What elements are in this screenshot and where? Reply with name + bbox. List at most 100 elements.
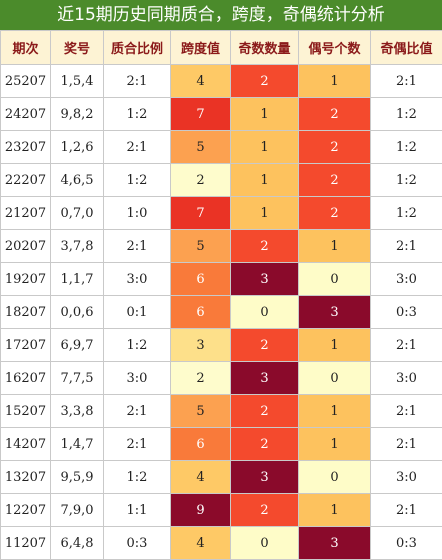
cell: 1 xyxy=(299,494,371,527)
cell: 3 xyxy=(299,527,371,560)
cell: 1:2 xyxy=(371,131,442,164)
cell: 6 xyxy=(171,428,231,461)
cell: 11207 xyxy=(1,527,51,560)
cell: 7 xyxy=(171,98,231,131)
cell: 3:0 xyxy=(371,461,442,494)
cell: 1 xyxy=(299,329,371,362)
cell: 0,7,0 xyxy=(51,197,104,230)
column-header: 奇偶比值 xyxy=(371,31,442,65)
cell: 2 xyxy=(231,428,299,461)
cell: 2 xyxy=(171,164,231,197)
cell: 7 xyxy=(171,197,231,230)
cell: 3 xyxy=(231,263,299,296)
cell: 2 xyxy=(299,197,371,230)
cell: 3 xyxy=(299,296,371,329)
cell: 0 xyxy=(299,263,371,296)
cell: 0:3 xyxy=(104,527,171,560)
cell: 0 xyxy=(231,527,299,560)
cell: 2:1 xyxy=(371,428,442,461)
cell: 2 xyxy=(299,164,371,197)
cell: 2 xyxy=(231,395,299,428)
cell: 4 xyxy=(171,461,231,494)
cell: 2:1 xyxy=(104,428,171,461)
cell: 2 xyxy=(231,230,299,263)
cell: 7,7,5 xyxy=(51,362,104,395)
cell: 21207 xyxy=(1,197,51,230)
cell: 1 xyxy=(231,131,299,164)
cell: 2 xyxy=(171,362,231,395)
cell: 14207 xyxy=(1,428,51,461)
cell: 22207 xyxy=(1,164,51,197)
cell: 2:1 xyxy=(104,65,171,98)
cell: 4 xyxy=(171,65,231,98)
cell: 1:2 xyxy=(104,98,171,131)
cell: 9 xyxy=(171,494,231,527)
cell: 1:0 xyxy=(104,197,171,230)
column-header: 偶号个数 xyxy=(299,31,371,65)
cell: 5 xyxy=(171,131,231,164)
cell: 2:1 xyxy=(371,65,442,98)
cell: 1 xyxy=(299,428,371,461)
cell: 1,1,7 xyxy=(51,263,104,296)
cell: 23207 xyxy=(1,131,51,164)
cell: 2 xyxy=(231,494,299,527)
cell: 2:1 xyxy=(104,131,171,164)
cell: 1:2 xyxy=(371,98,442,131)
cell: 3:0 xyxy=(371,362,442,395)
cell: 0,0,6 xyxy=(51,296,104,329)
cell: 0:1 xyxy=(104,296,171,329)
cell: 4,6,5 xyxy=(51,164,104,197)
cell: 1:2 xyxy=(371,197,442,230)
cell: 6,4,8 xyxy=(51,527,104,560)
cell: 1,4,7 xyxy=(51,428,104,461)
cell: 1:1 xyxy=(104,494,171,527)
column-header: 奖号 xyxy=(51,31,104,65)
cell: 12207 xyxy=(1,494,51,527)
cell: 1 xyxy=(299,230,371,263)
cell: 5 xyxy=(171,395,231,428)
cell: 1 xyxy=(231,197,299,230)
header-row: 期次奖号质合比例跨度值奇数数量偶号个数奇偶比值 xyxy=(1,31,442,65)
cell: 3:0 xyxy=(104,263,171,296)
cell: 1 xyxy=(231,164,299,197)
cell: 2:1 xyxy=(104,230,171,263)
cell: 1:2 xyxy=(371,164,442,197)
cell: 1,2,6 xyxy=(51,131,104,164)
cell: 1 xyxy=(299,395,371,428)
cell: 18207 xyxy=(1,296,51,329)
cell: 0 xyxy=(299,362,371,395)
cell: 0 xyxy=(299,461,371,494)
cell: 2:1 xyxy=(371,494,442,527)
cell: 1:2 xyxy=(104,164,171,197)
column-header: 跨度值 xyxy=(171,31,231,65)
cell: 2 xyxy=(231,329,299,362)
cell: 25207 xyxy=(1,65,51,98)
cell: 0:3 xyxy=(371,527,442,560)
cell: 3 xyxy=(171,329,231,362)
cell: 3,3,8 xyxy=(51,395,104,428)
cell: 3:0 xyxy=(104,362,171,395)
cell: 3 xyxy=(231,362,299,395)
cell: 0 xyxy=(231,296,299,329)
cell: 3 xyxy=(231,461,299,494)
cell: 6,9,7 xyxy=(51,329,104,362)
cell: 2 xyxy=(299,131,371,164)
cell: 19207 xyxy=(1,263,51,296)
cell: 3:0 xyxy=(371,263,442,296)
cell: 6 xyxy=(171,263,231,296)
